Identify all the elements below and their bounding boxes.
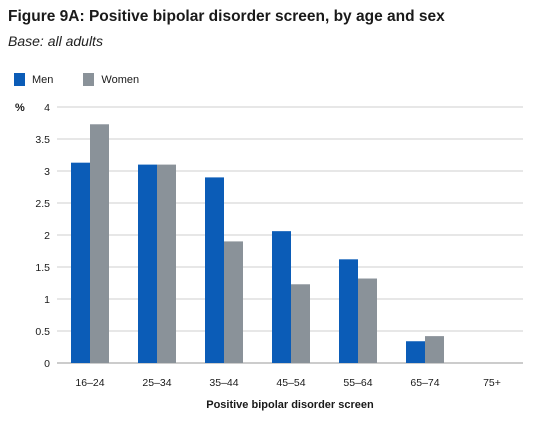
x-tick-label: 65–74 (410, 377, 439, 389)
bar-women-1 (157, 164, 176, 363)
chart-subtitle: Base: all adults (8, 33, 103, 49)
y-tick-label: 4 (44, 102, 50, 114)
y-tick-label: 3 (44, 166, 50, 178)
legend-swatch-men (14, 73, 25, 86)
bar-men-5 (406, 341, 425, 363)
bar-men-2 (205, 177, 224, 363)
legend-item-men: Men (14, 73, 53, 86)
legend-swatch-women (83, 73, 95, 86)
y-tick-label: 1 (44, 294, 50, 306)
x-tick-label: 35–44 (209, 377, 238, 389)
y-tick-label: 0.5 (35, 326, 50, 338)
chart-legend: Men Women (14, 73, 169, 86)
y-axis-label: % (15, 102, 25, 114)
bar-men-4 (339, 259, 358, 363)
y-tick-label: 2 (44, 230, 50, 242)
bar-men-0 (71, 162, 90, 363)
x-axis-label: Positive bipolar disorder screen (206, 399, 374, 411)
legend-item-women: Women (83, 73, 139, 86)
y-tick-label: 2.5 (35, 198, 50, 210)
y-tick-label: 0 (44, 358, 50, 370)
y-tick-label: 3.5 (35, 134, 50, 146)
x-tick-label: 25–34 (142, 377, 171, 389)
bar-women-3 (291, 284, 310, 363)
bar-women-4 (358, 278, 377, 363)
bar-men-1 (138, 164, 157, 363)
bar-men-3 (272, 231, 291, 363)
x-tick-label: 55–64 (343, 377, 372, 389)
x-tick-label: 45–54 (276, 377, 305, 389)
y-axis-tick-labels: 0 0.5 1 1.5 2 2.5 3 3.5 4 (35, 102, 50, 370)
y-tick-label: 1.5 (35, 262, 50, 274)
bar-women-5 (425, 336, 444, 363)
x-axis-tick-labels: 16–24 25–34 35–44 45–54 55–64 65–74 75+ (75, 377, 501, 389)
bars (71, 124, 444, 363)
legend-label-men: Men (32, 73, 54, 86)
chart-title: Figure 9A: Positive bipolar disorder scr… (8, 8, 445, 25)
bar-women-2 (224, 241, 243, 363)
legend-label-women: Women (101, 73, 140, 86)
x-tick-label: 16–24 (75, 377, 104, 389)
bar-women-0 (90, 124, 109, 363)
x-tick-label: 75+ (483, 377, 501, 389)
